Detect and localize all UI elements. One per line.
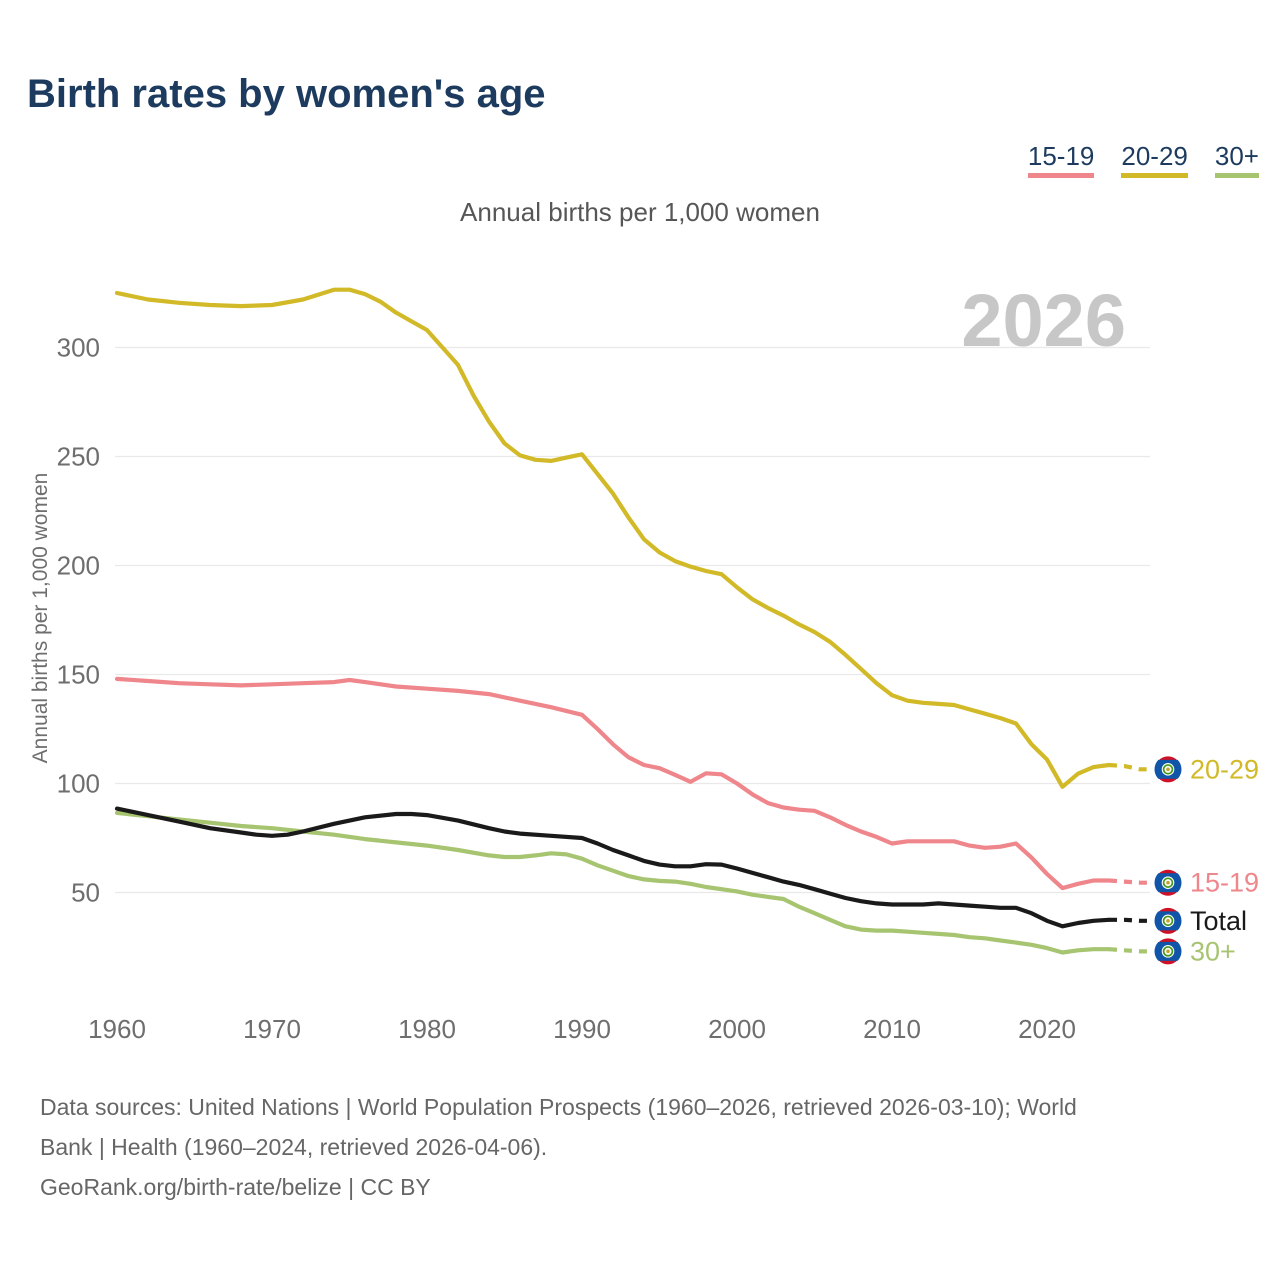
series-projection-15-19 <box>1108 878 1154 885</box>
x-tick-label-2020: 2020 <box>1018 1014 1076 1044</box>
endpoint-flag-icon-20-29 <box>1153 754 1183 785</box>
y-tick-label-150: 150 <box>57 660 100 690</box>
x-tick-label-1970: 1970 <box>243 1014 301 1044</box>
endpoint-label-20-29: 20-29 <box>1190 754 1259 784</box>
legend-label: 20-29 <box>1121 141 1188 171</box>
legend-item-20-29[interactable]: 20-29 <box>1121 142 1188 178</box>
endpoint-label-15-19: 15-19 <box>1190 868 1259 898</box>
footer-attribution[interactable]: GeoRank.org/birth-rate/belize | CC BY <box>40 1174 431 1200</box>
x-tick-label-2000: 2000 <box>708 1014 766 1044</box>
legend-underline-15-19 <box>1027 173 1095 178</box>
series-line-Total <box>114 806 1112 929</box>
y-tick-label-300: 300 <box>57 333 100 363</box>
series-projection-30+ <box>1108 947 1154 954</box>
chart-title: Birth rates by women's age <box>27 72 546 116</box>
legend-item-30plus[interactable]: 30+ <box>1214 141 1259 178</box>
x-tick-label-1990: 1990 <box>553 1014 611 1044</box>
series-line-20-29 <box>114 287 1112 789</box>
x-tick-label-1960: 1960 <box>88 1014 146 1044</box>
legend-underline-30plus <box>1214 173 1259 178</box>
series-line-15-19 <box>114 676 1112 891</box>
y-tick-label-200: 200 <box>57 551 100 581</box>
year-watermark: 2026 <box>961 279 1126 362</box>
legend-label: 30+ <box>1214 141 1259 171</box>
endpoint-flag-icon-30+ <box>1153 936 1183 967</box>
endpoint-flag-icon-Total <box>1153 905 1183 936</box>
endpoint-label-Total: Total <box>1190 906 1247 936</box>
series-line-30+ <box>114 810 1112 955</box>
endpoint-label-30+: 30+ <box>1190 936 1236 966</box>
chart-subtitle: Annual births per 1,000 women <box>460 197 820 227</box>
y-tick-label-50: 50 <box>71 878 100 908</box>
y-axis-title: Annual births per 1,000 women <box>29 473 52 764</box>
y-tick-label-250: 250 <box>57 442 100 472</box>
y-tick-label-100: 100 <box>57 769 100 799</box>
x-tick-label-1980: 1980 <box>398 1014 456 1044</box>
footer: Data sources: United Nations | World Pop… <box>40 1087 1077 1207</box>
endpoint-flag-icon-15-19 <box>1153 867 1183 898</box>
footer-sources-line2: Bank | Health (1960–2024, retrieved 2026… <box>40 1134 548 1160</box>
legend-underline-20-29 <box>1121 173 1188 178</box>
legend: 15-19 20-29 30+ <box>1027 141 1259 178</box>
legend-label: 15-19 <box>1027 141 1095 171</box>
series-projection-Total <box>1109 917 1154 923</box>
x-tick-label-2010: 2010 <box>863 1014 921 1044</box>
series-projection-20-29 <box>1108 762 1154 772</box>
legend-item-15-19[interactable]: 15-19 <box>1027 141 1095 178</box>
footer-sources-line1: Data sources: United Nations | World Pop… <box>40 1094 1077 1120</box>
